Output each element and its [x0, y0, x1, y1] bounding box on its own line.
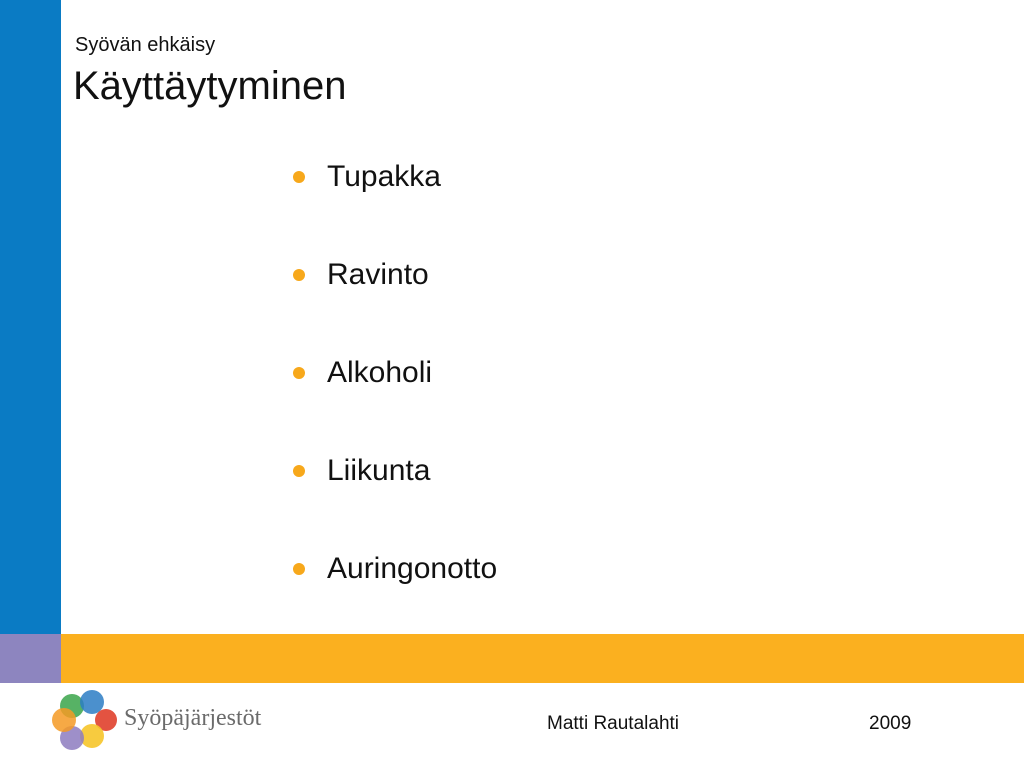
bullet-text: Tupakka	[327, 160, 441, 193]
logo-text: Syöpäjärjestöt	[124, 705, 262, 731]
title: Käyttäytyminen	[73, 64, 347, 108]
bullet-dot	[293, 563, 305, 575]
side-bar	[0, 0, 61, 634]
logo	[52, 690, 117, 750]
bullet-text: Ravinto	[327, 258, 429, 291]
bullet-dot	[293, 171, 305, 183]
bullet-dot	[293, 465, 305, 477]
bullet-text: Liikunta	[327, 454, 431, 487]
year: 2009	[869, 713, 912, 734]
bullet-dot	[293, 367, 305, 379]
bullet-text: Alkoholi	[327, 356, 433, 389]
subtitle: Syövän ehkäisy	[75, 34, 216, 56]
footer-bar	[61, 634, 1024, 683]
bullet-text: Auringonotto	[327, 552, 498, 585]
corner-block	[0, 634, 61, 683]
author: Matti Rautalahti	[547, 713, 680, 734]
bullet-dot	[293, 269, 305, 281]
